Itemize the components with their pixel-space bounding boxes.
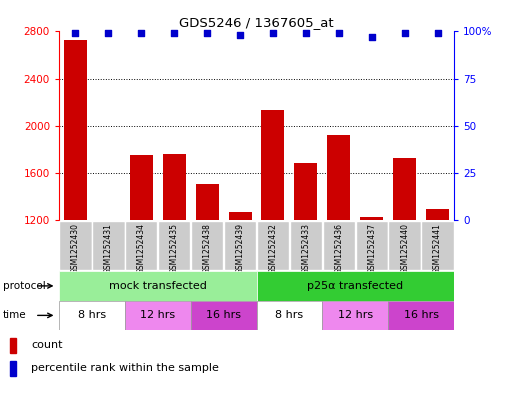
FancyBboxPatch shape bbox=[224, 221, 256, 270]
Text: 8 hrs: 8 hrs bbox=[275, 310, 304, 320]
Bar bbox=[59, 301, 125, 330]
Point bbox=[368, 34, 376, 40]
Bar bbox=[327, 135, 350, 362]
Point bbox=[104, 30, 112, 37]
Point bbox=[401, 30, 409, 37]
Text: GSM1252434: GSM1252434 bbox=[137, 222, 146, 274]
Bar bbox=[256, 301, 322, 330]
Text: GSM1252440: GSM1252440 bbox=[400, 222, 409, 274]
Point bbox=[269, 30, 277, 37]
Text: 12 hrs: 12 hrs bbox=[338, 310, 373, 320]
Text: GSM1252430: GSM1252430 bbox=[71, 222, 80, 274]
FancyBboxPatch shape bbox=[92, 221, 125, 270]
Text: mock transfected: mock transfected bbox=[109, 281, 207, 291]
Text: GSM1252438: GSM1252438 bbox=[203, 222, 212, 274]
FancyBboxPatch shape bbox=[323, 221, 355, 270]
Text: GSM1252435: GSM1252435 bbox=[170, 222, 179, 274]
Point bbox=[302, 30, 310, 37]
Bar bbox=[262, 110, 285, 362]
Point bbox=[71, 30, 80, 37]
Bar bbox=[322, 301, 388, 330]
Text: time: time bbox=[3, 310, 26, 320]
Text: GSM1252433: GSM1252433 bbox=[301, 222, 310, 274]
Text: 8 hrs: 8 hrs bbox=[78, 310, 106, 320]
Point bbox=[170, 30, 179, 37]
Text: percentile rank within the sample: percentile rank within the sample bbox=[31, 364, 219, 373]
FancyBboxPatch shape bbox=[257, 221, 289, 270]
Text: 12 hrs: 12 hrs bbox=[140, 310, 175, 320]
Text: 16 hrs: 16 hrs bbox=[206, 310, 241, 320]
Point bbox=[433, 30, 442, 37]
Bar bbox=[64, 40, 87, 362]
Text: protocol: protocol bbox=[3, 281, 45, 291]
Bar bbox=[393, 158, 416, 362]
FancyBboxPatch shape bbox=[125, 221, 157, 270]
Text: GSM1252436: GSM1252436 bbox=[334, 222, 343, 274]
Bar bbox=[426, 209, 449, 362]
Text: p25α transfected: p25α transfected bbox=[307, 281, 403, 291]
Bar bbox=[10, 361, 16, 376]
Bar bbox=[294, 163, 318, 362]
FancyBboxPatch shape bbox=[290, 221, 322, 270]
Bar bbox=[195, 184, 219, 362]
Bar bbox=[256, 271, 454, 301]
Bar bbox=[163, 154, 186, 362]
Text: count: count bbox=[31, 340, 63, 351]
Text: GSM1252439: GSM1252439 bbox=[235, 222, 245, 274]
FancyBboxPatch shape bbox=[388, 221, 421, 270]
FancyBboxPatch shape bbox=[191, 221, 223, 270]
FancyBboxPatch shape bbox=[158, 221, 190, 270]
Bar bbox=[10, 338, 16, 353]
Text: GSM1252441: GSM1252441 bbox=[433, 222, 442, 274]
Bar bbox=[228, 212, 251, 362]
Point bbox=[203, 30, 211, 37]
Text: 16 hrs: 16 hrs bbox=[404, 310, 439, 320]
FancyBboxPatch shape bbox=[60, 221, 92, 270]
Point bbox=[334, 30, 343, 37]
FancyBboxPatch shape bbox=[356, 221, 388, 270]
Bar bbox=[97, 221, 120, 362]
Bar bbox=[191, 301, 256, 330]
Bar bbox=[388, 301, 454, 330]
Bar bbox=[125, 301, 191, 330]
Title: GDS5246 / 1367605_at: GDS5246 / 1367605_at bbox=[179, 16, 334, 29]
Bar bbox=[130, 155, 153, 362]
Text: GSM1252432: GSM1252432 bbox=[268, 222, 278, 274]
Bar bbox=[59, 271, 256, 301]
Text: GSM1252437: GSM1252437 bbox=[367, 222, 376, 274]
Point bbox=[236, 32, 244, 39]
Point bbox=[137, 30, 145, 37]
Text: GSM1252431: GSM1252431 bbox=[104, 222, 113, 274]
FancyBboxPatch shape bbox=[421, 221, 453, 270]
Bar bbox=[360, 217, 383, 362]
